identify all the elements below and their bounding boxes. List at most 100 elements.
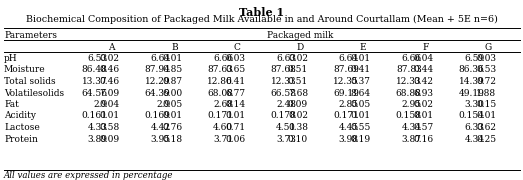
Text: 0.05: 0.05 xyxy=(350,100,371,109)
Text: 0.154: 0.154 xyxy=(459,111,485,120)
Text: 0.161: 0.161 xyxy=(82,111,107,120)
Text: 0.02: 0.02 xyxy=(99,54,119,63)
Text: 0.65: 0.65 xyxy=(225,66,245,75)
Text: 2.48: 2.48 xyxy=(276,100,296,109)
Text: 2.85: 2.85 xyxy=(339,100,359,109)
Text: 3.71: 3.71 xyxy=(213,134,233,143)
Text: 0.14: 0.14 xyxy=(225,100,245,109)
Text: 0.09: 0.09 xyxy=(99,134,119,143)
Text: 0.16: 0.16 xyxy=(414,134,434,143)
Text: 7.09: 7.09 xyxy=(99,89,119,98)
Text: 0.01: 0.01 xyxy=(225,111,245,120)
Text: 0.03: 0.03 xyxy=(225,54,245,63)
Text: 0.01: 0.01 xyxy=(476,111,496,120)
Text: 0.02: 0.02 xyxy=(414,100,434,109)
Text: 0.04: 0.04 xyxy=(99,100,119,109)
Text: 6.63: 6.63 xyxy=(276,54,296,63)
Text: 3.89: 3.89 xyxy=(87,134,107,143)
Text: G: G xyxy=(485,43,492,52)
Text: B: B xyxy=(171,43,178,52)
Text: 0.41: 0.41 xyxy=(225,77,245,86)
Text: 6.66: 6.66 xyxy=(213,54,233,63)
Text: 12.35: 12.35 xyxy=(333,77,359,86)
Text: Table 1: Table 1 xyxy=(239,7,284,18)
Text: 6.66: 6.66 xyxy=(402,54,422,63)
Text: 0.58: 0.58 xyxy=(99,123,119,132)
Text: Packaged milk: Packaged milk xyxy=(267,31,333,40)
Text: 4.33: 4.33 xyxy=(87,123,107,132)
Text: 13.37: 13.37 xyxy=(82,77,107,86)
Text: 0.51: 0.51 xyxy=(288,66,308,75)
Text: 3.98: 3.98 xyxy=(339,134,359,143)
Text: 66.58: 66.58 xyxy=(270,89,296,98)
Text: 0.158: 0.158 xyxy=(396,111,422,120)
Text: 0.02: 0.02 xyxy=(288,111,308,120)
Text: 12.33: 12.33 xyxy=(270,77,296,86)
Text: 0.01: 0.01 xyxy=(351,111,371,120)
Text: Total solids: Total solids xyxy=(4,77,55,86)
Text: 4.42: 4.42 xyxy=(150,123,170,132)
Text: 0.01: 0.01 xyxy=(414,111,434,120)
Text: 0.171: 0.171 xyxy=(333,111,359,120)
Text: 6.93: 6.93 xyxy=(414,89,434,98)
Text: 0.04: 0.04 xyxy=(414,54,434,63)
Text: 0.01: 0.01 xyxy=(351,54,371,63)
Text: 68.08: 68.08 xyxy=(207,89,233,98)
Text: 87.69: 87.69 xyxy=(333,66,359,75)
Text: 0.76: 0.76 xyxy=(162,123,183,132)
Text: 64.56: 64.56 xyxy=(82,89,107,98)
Text: 0.46: 0.46 xyxy=(99,66,119,75)
Text: 6.64: 6.64 xyxy=(150,54,170,63)
Text: 6.00: 6.00 xyxy=(162,89,183,98)
Text: 0.02: 0.02 xyxy=(288,54,308,63)
Text: 4.34: 4.34 xyxy=(464,134,485,143)
Text: 0.46: 0.46 xyxy=(99,77,119,86)
Text: 87.94: 87.94 xyxy=(144,66,170,75)
Text: 1.88: 1.88 xyxy=(476,89,496,98)
Text: 0.171: 0.171 xyxy=(207,111,233,120)
Text: 6.64: 6.64 xyxy=(339,54,359,63)
Text: 86.36: 86.36 xyxy=(459,66,485,75)
Text: 14.39: 14.39 xyxy=(459,77,485,86)
Text: 0.41: 0.41 xyxy=(351,66,371,75)
Text: 68.88: 68.88 xyxy=(396,89,422,98)
Text: 0.10: 0.10 xyxy=(288,134,308,143)
Text: Fat: Fat xyxy=(4,100,19,109)
Text: C: C xyxy=(234,43,241,52)
Text: Protein: Protein xyxy=(4,134,38,143)
Text: 0.85: 0.85 xyxy=(162,66,183,75)
Text: 2.9: 2.9 xyxy=(156,100,170,109)
Text: 4.60: 4.60 xyxy=(213,123,233,132)
Text: 0.178: 0.178 xyxy=(270,111,296,120)
Text: 87.63: 87.63 xyxy=(208,66,233,75)
Text: 2.68: 2.68 xyxy=(213,100,233,109)
Text: 6.59: 6.59 xyxy=(464,54,485,63)
Text: 0.01: 0.01 xyxy=(162,54,183,63)
Text: Acidity: Acidity xyxy=(4,111,36,120)
Text: 86.48: 86.48 xyxy=(82,66,107,75)
Text: 0.55: 0.55 xyxy=(350,123,371,132)
Text: 0.72: 0.72 xyxy=(476,77,496,86)
Text: Parameters: Parameters xyxy=(4,31,57,40)
Text: F: F xyxy=(423,43,429,52)
Text: All values are expressed in percentage: All values are expressed in percentage xyxy=(4,171,174,180)
Text: D: D xyxy=(297,43,304,52)
Text: 0.44: 0.44 xyxy=(414,66,434,75)
Text: Lactose: Lactose xyxy=(4,123,40,132)
Text: 3.87: 3.87 xyxy=(402,134,422,143)
Text: 4.34: 4.34 xyxy=(402,123,422,132)
Text: pH: pH xyxy=(4,54,18,63)
Text: 0.87: 0.87 xyxy=(162,77,183,86)
Text: 3.95: 3.95 xyxy=(150,134,170,143)
Text: 0.51: 0.51 xyxy=(288,77,308,86)
Text: 0.09: 0.09 xyxy=(288,100,308,109)
Text: 0.15: 0.15 xyxy=(476,100,496,109)
Text: 0.18: 0.18 xyxy=(162,134,183,143)
Text: 0.169: 0.169 xyxy=(144,111,170,120)
Text: 6.53: 6.53 xyxy=(87,54,107,63)
Text: E: E xyxy=(359,43,366,52)
Text: 0.25: 0.25 xyxy=(476,134,496,143)
Text: 6.77: 6.77 xyxy=(225,89,245,98)
Text: 69.19: 69.19 xyxy=(333,89,359,98)
Text: 64.39: 64.39 xyxy=(144,89,170,98)
